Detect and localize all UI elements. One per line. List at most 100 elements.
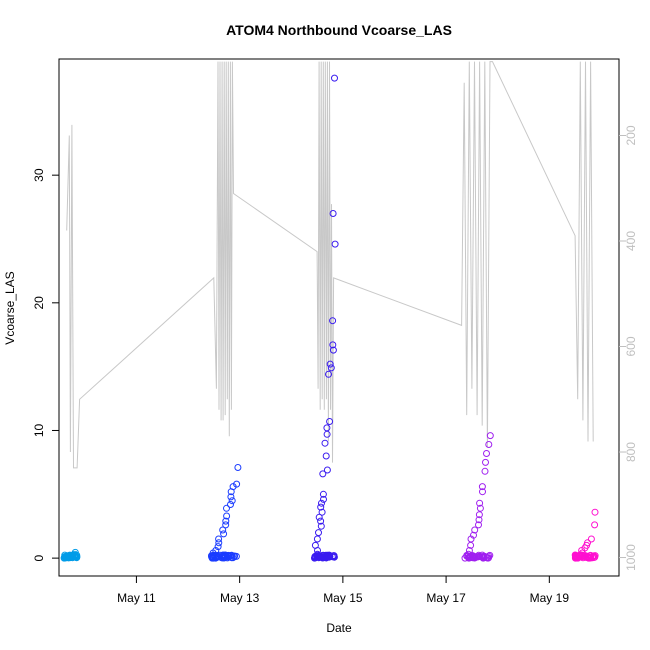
data-point xyxy=(223,512,231,520)
data-point xyxy=(65,552,73,560)
y-axis-label: Vcoarse_LAS xyxy=(3,271,17,344)
data-point xyxy=(210,551,218,559)
data-point xyxy=(574,553,582,561)
data-point xyxy=(319,490,327,498)
data-point xyxy=(212,553,220,561)
data-point xyxy=(326,418,334,425)
y2-tick-label: 800 xyxy=(624,442,638,462)
data-point xyxy=(325,553,333,561)
data-point xyxy=(483,554,491,562)
data-point xyxy=(476,504,484,512)
data-point xyxy=(589,552,597,560)
data-point xyxy=(481,467,489,475)
data-point xyxy=(482,458,489,466)
data-point xyxy=(61,553,68,561)
data-point xyxy=(317,552,325,560)
y2-tick-label: 400 xyxy=(624,231,638,251)
x-tick-label: May 11 xyxy=(117,591,156,605)
line-series xyxy=(66,61,594,469)
y2-tick-label: 1000 xyxy=(624,544,638,571)
data-point xyxy=(323,466,331,474)
data-point xyxy=(222,521,230,529)
data-point xyxy=(318,508,326,516)
data-point xyxy=(476,499,484,507)
data-point xyxy=(479,554,487,561)
y-tick-label: 0 xyxy=(32,554,46,561)
axes: 0 10 20 30 200 400 600 800 1000 May 11 May 13 May 1… xyxy=(32,125,638,605)
data-point xyxy=(234,464,242,471)
point-series xyxy=(60,74,599,562)
data-point xyxy=(321,439,329,447)
data-point xyxy=(227,493,235,501)
data-point xyxy=(317,503,325,511)
data-point xyxy=(470,531,477,539)
data-point xyxy=(319,552,326,559)
chart-title: ATOM4 Northbound Vcoarse_LAS xyxy=(226,22,452,38)
data-point xyxy=(329,341,337,349)
data-point xyxy=(311,541,319,549)
plot-frame xyxy=(58,58,620,577)
data-point xyxy=(319,470,327,478)
data-point xyxy=(591,521,599,529)
data-point xyxy=(587,535,595,543)
data-point xyxy=(318,499,325,507)
data-point xyxy=(582,552,590,560)
data-point xyxy=(223,504,230,512)
y2-tick-label: 600 xyxy=(624,336,638,356)
data-point xyxy=(475,516,483,524)
data-point xyxy=(215,539,223,547)
data-point xyxy=(328,553,336,561)
data-point xyxy=(331,240,339,248)
data-point xyxy=(586,552,594,560)
data-point xyxy=(227,501,234,508)
y-tick-label: 30 xyxy=(32,168,46,182)
data-point xyxy=(315,529,322,537)
data-point xyxy=(471,526,479,534)
data-point xyxy=(326,552,334,560)
data-point xyxy=(233,480,241,488)
data-point xyxy=(479,488,486,496)
x-tick-label: May 17 xyxy=(426,591,466,605)
data-point xyxy=(215,535,223,543)
y-tick-label: 10 xyxy=(32,423,46,437)
data-point xyxy=(323,430,331,438)
data-point xyxy=(486,432,494,440)
data-point xyxy=(313,535,321,543)
data-point xyxy=(591,508,599,516)
x-tick-label: May 13 xyxy=(220,591,260,605)
data-point xyxy=(327,364,335,372)
data-point xyxy=(468,552,476,560)
data-point xyxy=(478,483,486,491)
data-point xyxy=(326,360,334,368)
data-point xyxy=(228,497,236,505)
data-point xyxy=(331,74,338,82)
x-tick-label: May 19 xyxy=(530,591,570,605)
data-point xyxy=(227,552,235,560)
data-point xyxy=(220,552,228,560)
data-point xyxy=(475,521,482,529)
data-point xyxy=(219,526,227,534)
data-point xyxy=(68,552,76,560)
data-point xyxy=(317,517,325,525)
data-point xyxy=(313,553,321,561)
data-point xyxy=(325,370,332,378)
data-point xyxy=(220,530,228,538)
data-point xyxy=(317,522,325,530)
y2-tick-label: 200 xyxy=(624,125,638,145)
data-point xyxy=(591,553,599,561)
depth-line xyxy=(66,61,594,469)
data-point xyxy=(576,553,584,561)
data-point xyxy=(214,543,222,551)
data-point xyxy=(474,553,482,561)
data-point xyxy=(322,452,330,460)
data-point xyxy=(222,517,230,525)
data-point xyxy=(483,450,490,457)
data-point xyxy=(323,424,331,432)
x-axis-label: Date xyxy=(326,621,352,635)
x-tick-label: May 15 xyxy=(323,591,363,605)
data-point xyxy=(318,554,326,562)
data-point xyxy=(475,511,483,519)
data-point xyxy=(315,513,323,521)
data-point xyxy=(584,539,591,547)
